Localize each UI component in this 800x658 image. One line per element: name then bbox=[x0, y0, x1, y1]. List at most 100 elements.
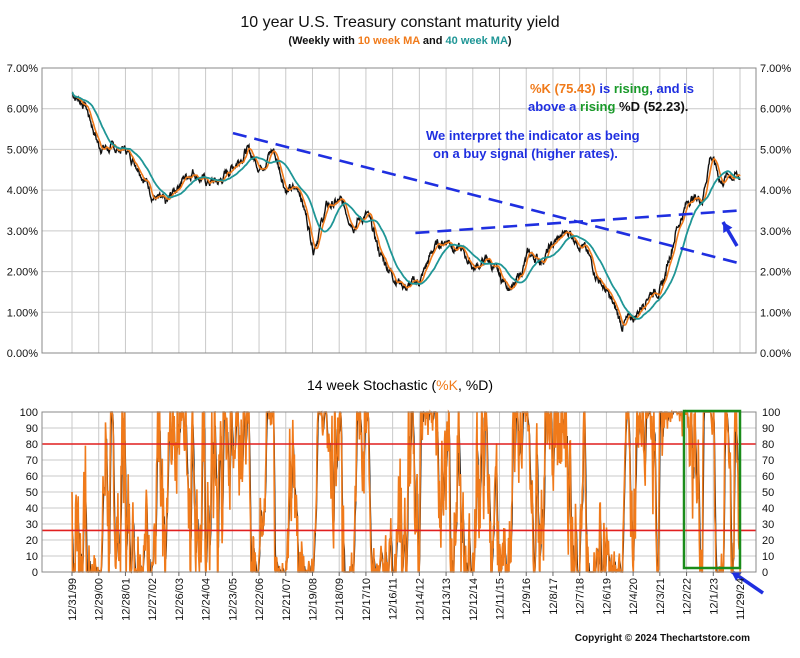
annotation-rising1: rising bbox=[614, 81, 649, 96]
x-tick-label: 12/18/09 bbox=[334, 578, 346, 621]
annotation-line1: %K (75.43) is rising, and is bbox=[530, 81, 694, 96]
subtitle-ma10: 10 week MA bbox=[358, 35, 420, 47]
top-y-tick-label-left: 1.00% bbox=[7, 307, 38, 319]
x-tick-label: 12/19/08 bbox=[307, 578, 319, 621]
top-chart-subtitle: (Weekly with 10 week MA and 40 week MA) bbox=[288, 35, 512, 47]
subtitle-part1: (Weekly with bbox=[288, 35, 357, 47]
stoch-title-k: %K bbox=[436, 377, 458, 393]
top-chart-series bbox=[71, 91, 741, 332]
bottom-y-tick-label-left: 10 bbox=[26, 551, 38, 563]
x-tick-label: 12/4/20 bbox=[628, 578, 640, 615]
bottom-y-tick-label-right: 10 bbox=[762, 551, 774, 563]
highlight-box bbox=[682, 409, 742, 570]
stoch-k-series-line bbox=[71, 409, 741, 573]
bottom-y-tick-label-right: 20 bbox=[762, 535, 774, 547]
top-y-tick-label-left: 3.00% bbox=[7, 226, 38, 238]
bottom-y-tick-label-right: 50 bbox=[762, 487, 774, 499]
x-tick-label: 12/9/16 bbox=[521, 578, 533, 615]
copyright: Copyright © 2024 Thechartstore.com bbox=[575, 633, 750, 644]
top-y-tick-label-left: 4.00% bbox=[7, 185, 38, 197]
top-y-tick-label-left: 6.00% bbox=[7, 104, 38, 116]
bottom-y-tick-label-left: 0 bbox=[32, 567, 38, 579]
top-y-tick-label-right: 3.00% bbox=[760, 226, 791, 238]
bottom-y-tick-label-left: 50 bbox=[26, 487, 38, 499]
annotation-line2: above a rising %D (52.23). bbox=[528, 99, 688, 114]
annotation-interpret-line2: on a buy signal (higher rates). bbox=[433, 146, 618, 161]
top-chart-title: 10 year U.S. Treasury constant maturity … bbox=[240, 14, 559, 31]
x-tick-label: 12/31/99 bbox=[67, 578, 79, 621]
subtitle-close: ) bbox=[508, 35, 512, 47]
subtitle-ma40: 40 week MA bbox=[446, 35, 508, 47]
x-tick-label: 12/24/04 bbox=[201, 578, 213, 621]
bottom-y-tick-label-left: 100 bbox=[20, 407, 38, 419]
top-y-tick-label-left: 2.00% bbox=[7, 267, 38, 279]
subtitle-and: and bbox=[420, 35, 446, 47]
trendline bbox=[415, 209, 741, 235]
annotation-interpret-line1: We interpret the indicator as being bbox=[426, 128, 640, 143]
top-y-tick-label-right: 4.00% bbox=[760, 185, 791, 197]
bottom-y-tick-label-right: 100 bbox=[762, 407, 780, 419]
top-y-tick-label-left: 0.00% bbox=[7, 348, 38, 360]
x-tick-label: 12/1/23 bbox=[708, 578, 720, 615]
bottom-y-tick-label-left: 20 bbox=[26, 535, 38, 547]
x-tick-label: 12/27/02 bbox=[147, 578, 159, 621]
yield-series-line bbox=[71, 92, 741, 332]
bottom-y-tick-label-left: 70 bbox=[26, 455, 38, 467]
x-tick-label: 12/3/21 bbox=[655, 578, 667, 615]
stoch-title-d: %D bbox=[466, 377, 489, 393]
bottom-plot-frame bbox=[41, 411, 757, 573]
annotation-k-label: %K (75.43) bbox=[530, 81, 596, 96]
annotation-rising2: rising bbox=[580, 99, 615, 114]
x-tick-label: 12/21/07 bbox=[281, 578, 293, 621]
arrow-icon bbox=[730, 569, 764, 595]
arrow-head bbox=[723, 222, 733, 233]
bottom-y-tick-label-left: 30 bbox=[26, 519, 38, 531]
top-y-tick-label-right: 7.00% bbox=[760, 63, 791, 75]
x-tick-label: 12/11/15 bbox=[495, 578, 507, 620]
annotation-and-is: , and is bbox=[649, 81, 694, 96]
top-chart-trendlines bbox=[232, 131, 741, 265]
bottom-y-tick-label-left: 80 bbox=[26, 439, 38, 451]
ma10-series-line bbox=[71, 91, 741, 326]
x-tick-label: 11/29/24 bbox=[735, 578, 747, 620]
top-y-tick-label-left: 5.00% bbox=[7, 144, 38, 156]
x-tick-label: 12/12/14 bbox=[468, 578, 480, 621]
stoch-title-prefix: 14 week Stochastic ( bbox=[307, 377, 437, 393]
bottom-y-tick-label-left: 60 bbox=[26, 471, 38, 483]
x-tick-label: 12/26/03 bbox=[174, 578, 186, 621]
bottom-y-tick-label-right: 30 bbox=[762, 519, 774, 531]
x-tick-label: 12/6/19 bbox=[601, 578, 613, 615]
annotation-d-label: %D (52.23). bbox=[615, 99, 688, 114]
bottom-y-tick-label-left: 40 bbox=[26, 503, 38, 515]
bottom-chart-title: 14 week Stochastic (%K, %D) bbox=[307, 377, 493, 393]
x-tick-label: 12/7/18 bbox=[575, 578, 587, 615]
annotation-above-a: above a bbox=[528, 99, 580, 114]
stoch-title-suffix: ) bbox=[488, 377, 493, 393]
x-tick-label: 12/17/10 bbox=[361, 578, 373, 621]
top-y-tick-label-right: 1.00% bbox=[760, 307, 791, 319]
bottom-chart-series bbox=[71, 409, 741, 574]
x-tick-label: 12/16/11 bbox=[388, 578, 400, 620]
top-y-tick-label-right: 2.00% bbox=[760, 267, 791, 279]
bottom-chart-y-axis: 0 0 10 10 20 20 30 30 40 40 50 50 60 60 70 70 80 80 90 90 10… bbox=[20, 407, 781, 579]
x-tick-label: 12/2/22 bbox=[682, 578, 694, 615]
bottom-chart-x-axis: 12/31/99 12/29/00 12/28/01 12/27/02 12/26/03… bbox=[67, 572, 747, 621]
top-y-tick-label-right: 5.00% bbox=[760, 144, 791, 156]
x-tick-label: 12/8/17 bbox=[548, 578, 560, 615]
bottom-y-tick-label-right: 90 bbox=[762, 423, 774, 435]
top-chart-y-axis: 0.00% 0.00% 1.00% 1.00% 2.00% 2.00% 3.00% 3.00%… bbox=[7, 63, 792, 360]
x-tick-label: 12/28/01 bbox=[120, 578, 132, 621]
x-tick-label: 12/14/12 bbox=[414, 578, 426, 621]
top-y-tick-label-right: 6.00% bbox=[760, 104, 791, 116]
x-tick-label: 12/23/05 bbox=[227, 578, 239, 621]
x-tick-label: 12/13/13 bbox=[441, 578, 453, 621]
top-y-tick-label-right: 0.00% bbox=[760, 348, 791, 360]
arrow-icon bbox=[721, 221, 739, 247]
x-tick-label: 12/29/00 bbox=[94, 578, 106, 621]
top-y-tick-label-left: 7.00% bbox=[7, 63, 38, 75]
x-tick-label: 12/22/06 bbox=[254, 578, 266, 621]
annotation-is: is bbox=[596, 81, 614, 96]
bottom-y-tick-label-right: 60 bbox=[762, 471, 774, 483]
